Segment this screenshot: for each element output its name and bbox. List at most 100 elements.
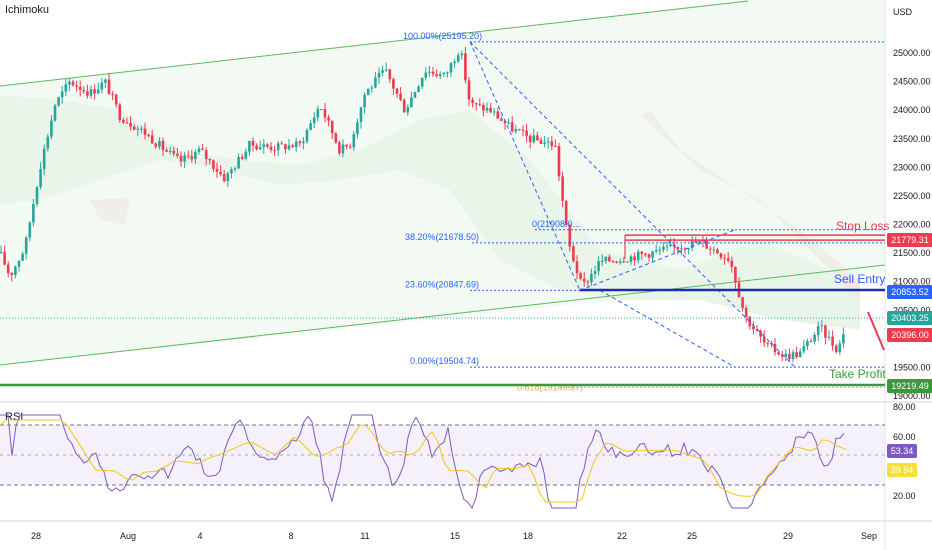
- candle-body: [428, 71, 431, 73]
- candle-body: [600, 260, 604, 262]
- rsi-tick-label: 80.00: [893, 402, 916, 412]
- candle-body: [190, 156, 194, 160]
- candle-body: [658, 249, 662, 251]
- candle-body: [294, 141, 298, 148]
- time-tick-label: 28: [31, 531, 41, 541]
- candle-body: [644, 253, 647, 255]
- fib-level-label: 0(21908.0...: [532, 219, 580, 229]
- candle-body: [352, 134, 356, 148]
- candle-body: [111, 94, 114, 96]
- candle-body: [370, 87, 374, 89]
- candle-body: [690, 241, 694, 249]
- candle-body: [312, 117, 316, 124]
- price-tag: [887, 379, 932, 393]
- price-tick-label: 19500.00: [893, 362, 931, 372]
- candle-body: [633, 256, 636, 261]
- candle-body: [413, 91, 417, 98]
- candle-body: [536, 135, 539, 141]
- candle-body: [784, 353, 788, 357]
- candle-body: [316, 109, 320, 118]
- candle-body: [816, 326, 820, 335]
- candle-body: [802, 346, 806, 352]
- candle-body: [388, 69, 392, 80]
- candle-body: [165, 150, 168, 152]
- candle-body: [14, 266, 17, 275]
- candle-body: [464, 53, 467, 81]
- candle-body: [197, 148, 201, 152]
- candle-body: [831, 336, 834, 346]
- candle-body: [327, 117, 330, 121]
- annotation-label: Take Profit: [829, 367, 886, 381]
- candle-body: [456, 55, 460, 62]
- price-tag: [887, 328, 932, 342]
- candle-body: [438, 73, 442, 77]
- price-tick-label: 24000.00: [893, 105, 931, 115]
- candle-body: [698, 240, 701, 243]
- candle-body: [798, 351, 802, 358]
- candle-body: [320, 109, 323, 111]
- candle-body: [341, 144, 345, 154]
- candle-body: [374, 77, 377, 88]
- fib-level-label: 0.00%(19504.74): [410, 356, 479, 366]
- rsi-tick-label: 20.00: [893, 491, 916, 501]
- price-tick-label: 24500.00: [893, 77, 931, 87]
- candle-body: [608, 256, 611, 262]
- candle-body: [309, 123, 312, 130]
- candle-body: [492, 111, 496, 113]
- time-tick-label: Sep: [861, 531, 877, 541]
- candle-body: [550, 141, 554, 146]
- candle-body: [143, 128, 147, 135]
- candle-body: [363, 94, 366, 108]
- candle-body: [561, 176, 564, 201]
- candle-body: [723, 257, 726, 259]
- candle-body: [158, 140, 161, 147]
- candle-body: [215, 168, 219, 172]
- rsi-value-tag: [887, 463, 917, 477]
- candle-body: [132, 126, 136, 130]
- candle-body: [647, 254, 651, 258]
- candle-body: [136, 128, 140, 130]
- candle-body: [233, 168, 237, 170]
- candle-body: [780, 354, 784, 357]
- candle-body: [597, 261, 600, 272]
- candle-body: [75, 85, 78, 87]
- candle-body: [442, 72, 446, 74]
- candle-body: [719, 253, 723, 258]
- candle-body: [762, 336, 766, 343]
- candle-body: [273, 149, 276, 151]
- candle-body: [42, 148, 46, 170]
- candle-body: [615, 261, 618, 263]
- candle-body: [100, 82, 104, 90]
- candle-body: [305, 129, 309, 142]
- candle-body: [482, 104, 485, 111]
- price-tag: [887, 311, 932, 325]
- candle-body: [518, 129, 521, 131]
- candle-body: [251, 140, 255, 146]
- candle-body: [460, 53, 464, 56]
- candle-body: [154, 143, 158, 147]
- candle-body: [186, 155, 190, 157]
- candle-body: [82, 90, 86, 92]
- candle-body: [269, 146, 273, 150]
- rsi-tick-label: 60.00: [893, 432, 916, 442]
- candle-body: [694, 241, 698, 243]
- candle-body: [665, 246, 669, 248]
- candle-body: [838, 343, 842, 353]
- candle-body: [618, 261, 622, 263]
- time-tick-label: 15: [450, 531, 460, 541]
- projection-arrow: [867, 311, 885, 351]
- candle-body: [752, 326, 755, 330]
- candle-body: [730, 260, 734, 267]
- price-tag: [887, 285, 932, 299]
- candle-body: [734, 266, 737, 283]
- fib-ext-line-2: [599, 289, 736, 368]
- candle-body: [276, 143, 280, 151]
- candle-body: [122, 119, 125, 123]
- candle-body: [147, 134, 150, 136]
- price-tick-label: 21000.00: [893, 277, 931, 287]
- candle-body: [676, 246, 680, 250]
- candle-body: [17, 260, 21, 267]
- candle-body: [57, 97, 60, 106]
- candle-body: [140, 128, 143, 130]
